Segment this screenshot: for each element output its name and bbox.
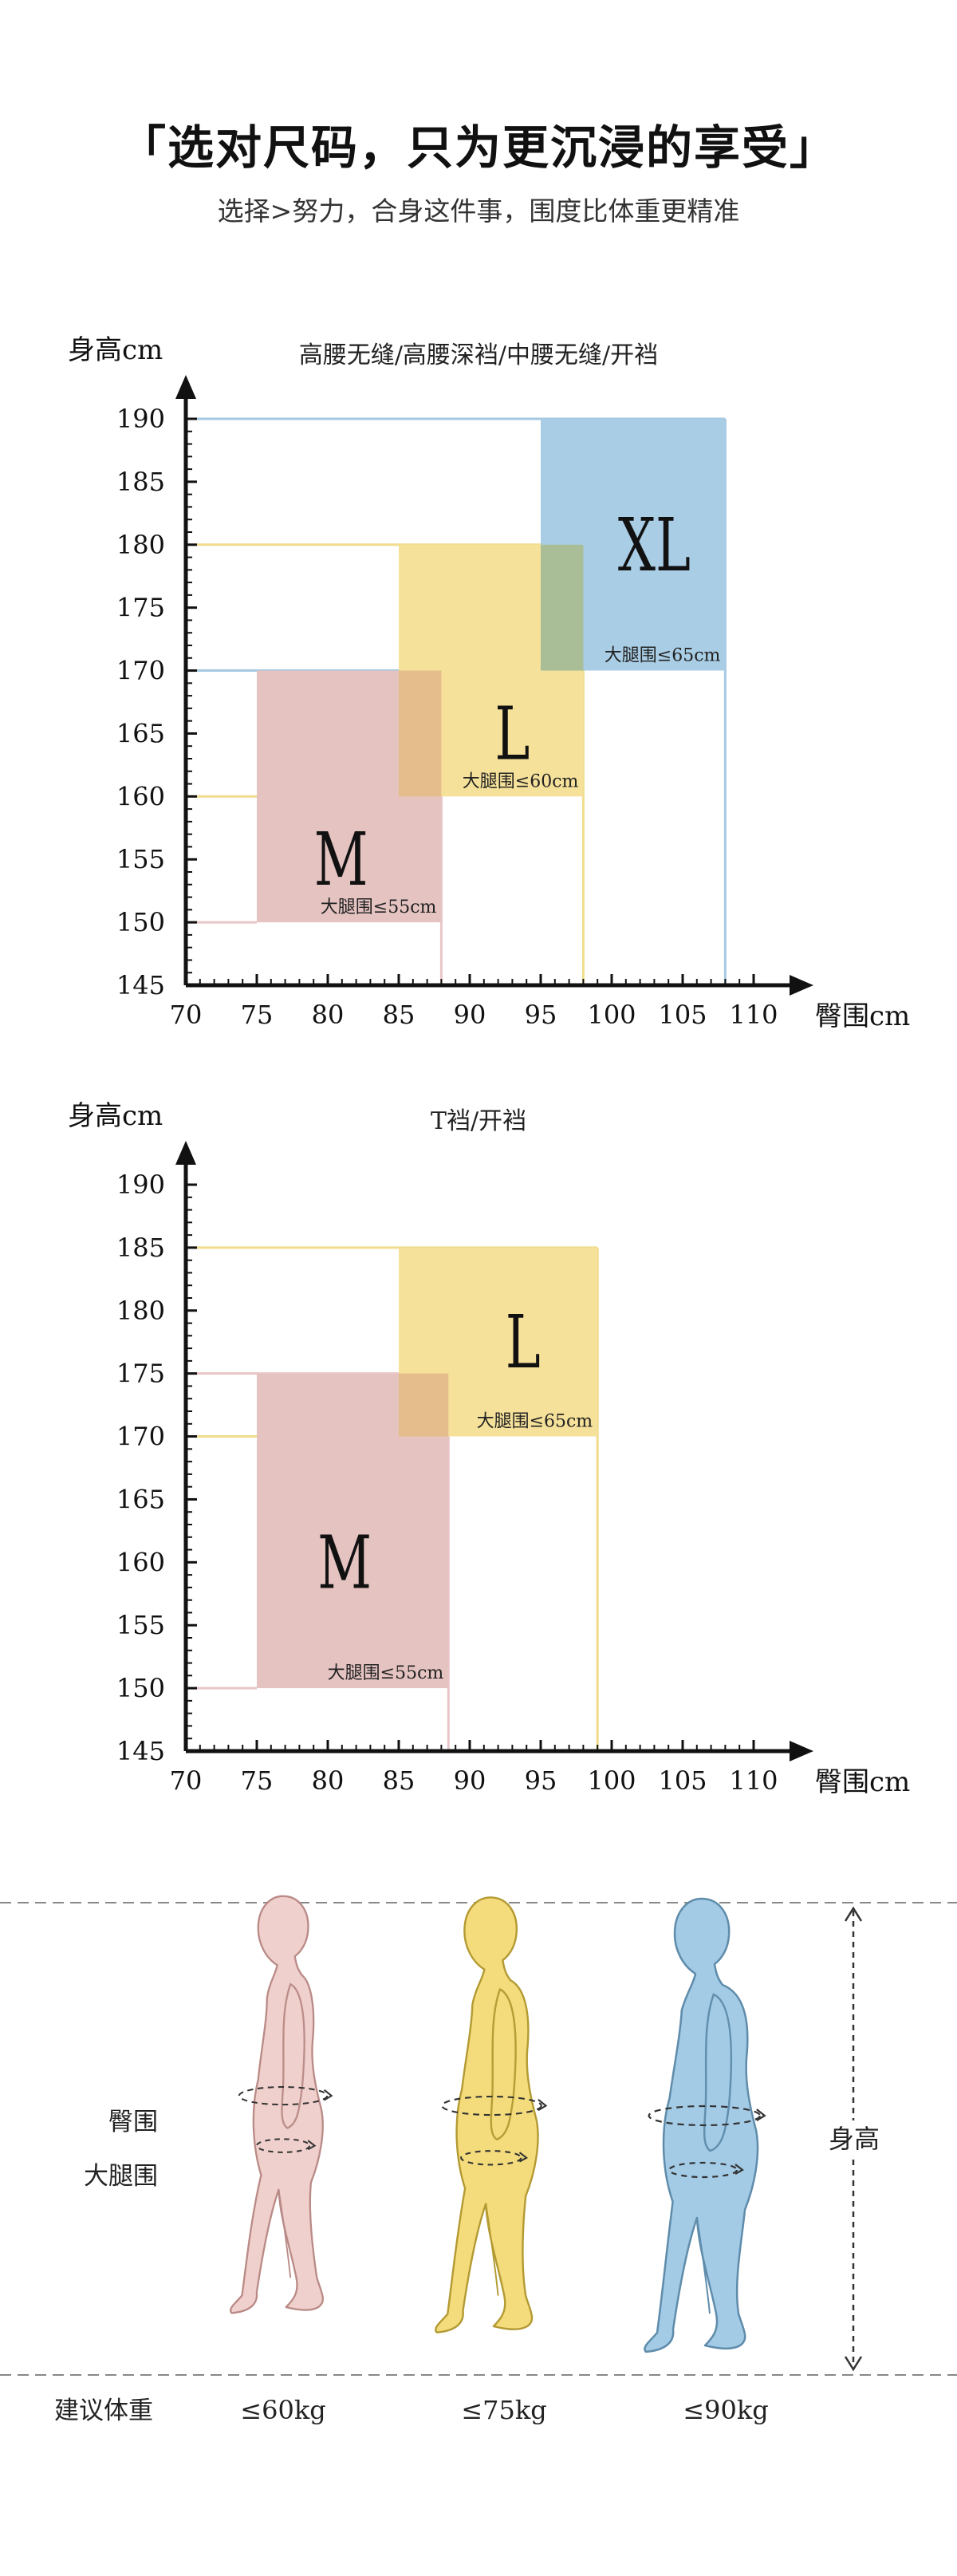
overlap-region-m-l (399, 1373, 449, 1437)
y-tick-label: 185 (116, 467, 165, 497)
thigh-limit-m: 大腿围≤55cm (328, 1663, 444, 1683)
y-tick-label: 160 (116, 1547, 165, 1577)
page-subtitle: 选择>努力，合身这件事，围度比体重更精准 (217, 195, 740, 227)
x-tick-label: 90 (454, 1765, 486, 1796)
size-letter-m: M (317, 1520, 372, 1605)
y-tick-label: 155 (116, 844, 165, 874)
weight-value-large: ≤90kg (683, 2395, 768, 2425)
body-figures-section: 身高 臀围 大腿围 建议体重 ≤60kg ≤75kg ≤90kg (0, 1895, 957, 2425)
y-axis-arrow (175, 1141, 196, 1165)
figure-small (230, 1895, 333, 2314)
y-tick-label: 185 (116, 1233, 165, 1263)
size-letter-xl: XL (618, 503, 691, 588)
y-tick-label: 145 (116, 970, 165, 1000)
x-tick-label: 80 (312, 1765, 345, 1796)
height-label: 身高 (829, 2124, 880, 2154)
y-axis-label: 身高cm (68, 1100, 163, 1132)
hip-label: 臀围 (108, 2108, 158, 2136)
x-tick-label: 100 (587, 1765, 636, 1796)
x-axis-label: 臀围cm (815, 1000, 910, 1032)
x-axis-arrow (790, 975, 813, 996)
x-tick-label: 85 (383, 1765, 415, 1796)
size-letter-m: M (314, 817, 368, 902)
chart-title: 高腰无缝/高腰深裆/中腰无缝/开裆 (299, 341, 658, 369)
overlap-region-l-xl (541, 544, 584, 671)
thigh-limit-l: 大腿围≤60cm (463, 771, 579, 791)
y-tick-label: 175 (116, 593, 165, 623)
size-letter-l: L (494, 692, 530, 777)
x-tick-label: 80 (312, 1000, 345, 1030)
thigh-limit-l: 大腿围≤65cm (477, 1412, 593, 1432)
thigh-label: 大腿围 (84, 2162, 158, 2191)
y-tick-label: 190 (116, 404, 165, 434)
y-tick-label: 155 (116, 1610, 165, 1640)
y-tick-label: 150 (116, 1673, 165, 1703)
weight-label: 建议体重 (54, 2397, 153, 2425)
x-tick-label: 90 (454, 1000, 486, 1030)
y-tick-label: 160 (116, 781, 165, 811)
x-tick-label: 75 (241, 1000, 274, 1030)
weight-value-medium: ≤75kg (461, 2395, 546, 2425)
y-tick-label: 170 (116, 656, 165, 686)
y-tick-label: 165 (116, 1484, 165, 1514)
weight-value-small: ≤60kg (240, 2395, 325, 2425)
y-tick-label: 145 (116, 1736, 165, 1766)
chart-title: T裆/开裆 (431, 1107, 526, 1135)
overlap-region-m-l (399, 670, 442, 797)
y-axis-label: 身高cm (68, 334, 163, 366)
x-tick-label: 75 (241, 1765, 274, 1796)
thigh-limit-m: 大腿围≤55cm (321, 897, 437, 917)
x-tick-label: 105 (658, 1765, 707, 1796)
x-tick-label: 105 (658, 1000, 707, 1030)
x-tick-label: 110 (729, 1765, 778, 1796)
x-tick-label: 100 (587, 1000, 636, 1030)
figure-large (644, 1897, 766, 2353)
y-tick-label: 190 (116, 1170, 165, 1200)
x-axis-arrow (790, 1741, 813, 1761)
x-tick-label: 85 (383, 1000, 415, 1030)
size-letter-l: L (506, 1300, 541, 1385)
header: 「选对尺码，只为更沉浸的享受」 选择>努力，合身这件事，围度比体重更精准 (0, 0, 957, 239)
y-axis-arrow (175, 375, 196, 399)
figure-medium (435, 1896, 548, 2333)
y-tick-label: 180 (116, 1296, 165, 1326)
x-axis-label: 臀围cm (815, 1766, 910, 1798)
x-tick-label: 70 (170, 1000, 203, 1030)
y-tick-label: 150 (116, 907, 165, 937)
size-chart-2: T裆/开裆 M 大腿围≤55cm L 大腿围≤65cm 145 150 155 160 165 17… (68, 1100, 910, 1798)
x-tick-label: 95 (525, 1765, 557, 1796)
x-tick-label: 95 (525, 1000, 557, 1030)
height-arrow (829, 1906, 877, 2372)
y-tick-label: 165 (116, 718, 165, 748)
y-tick-label: 180 (116, 530, 165, 560)
page-title: 「选对尺码，只为更沉浸的享受」 (119, 120, 837, 175)
y-tick-label: 175 (116, 1359, 165, 1389)
y-tick-label: 170 (116, 1422, 165, 1452)
x-tick-label: 70 (170, 1765, 203, 1796)
x-tick-label: 110 (729, 1000, 778, 1030)
thigh-limit-xl: 大腿围≤65cm (605, 646, 721, 666)
